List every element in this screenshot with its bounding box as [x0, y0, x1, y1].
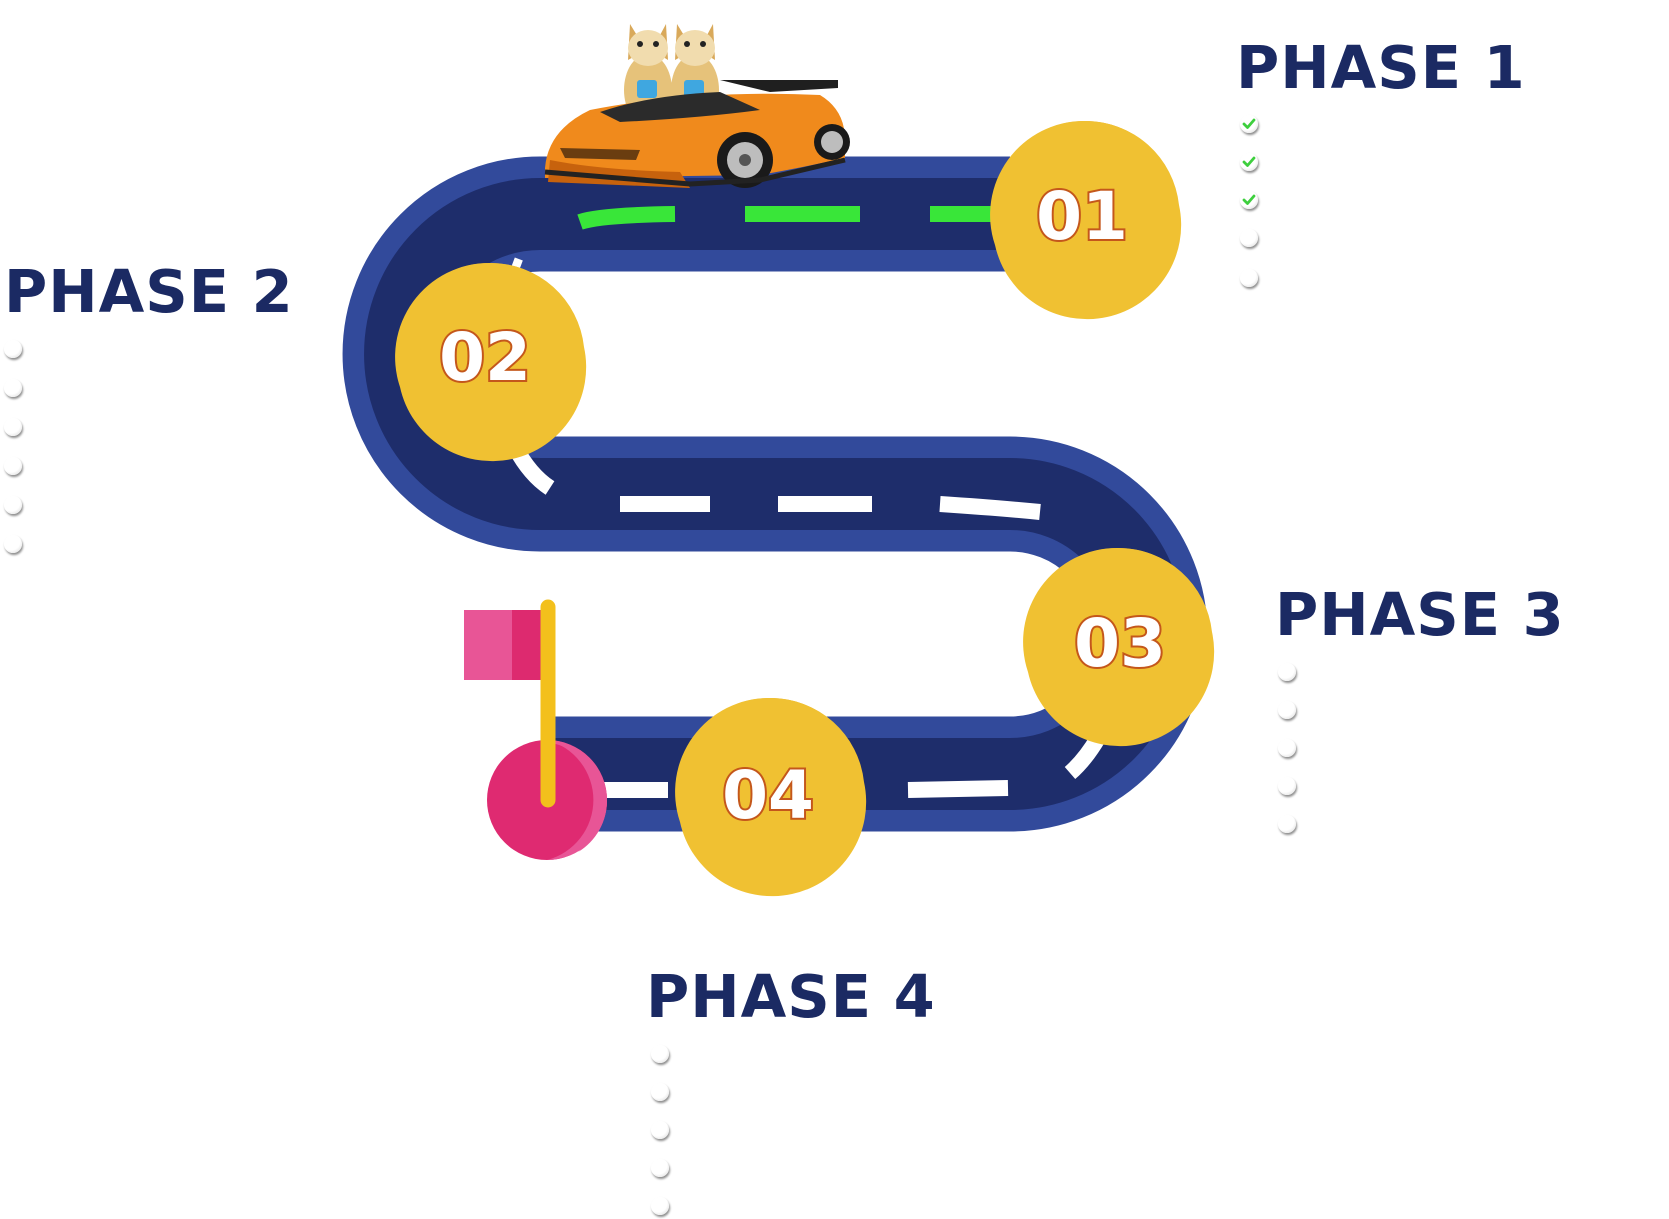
- phase-title: PHASE 1: [1236, 33, 1526, 102]
- checklist-item: [1278, 815, 1300, 837]
- checklist-item: [1240, 115, 1262, 137]
- checkmark-icon: [1240, 153, 1258, 171]
- checklist-item: [1240, 229, 1262, 251]
- empty-bullet-icon: [651, 1083, 669, 1101]
- checklist-item: [1240, 191, 1262, 213]
- checkmark-icon: [1240, 115, 1258, 133]
- empty-bullet-icon: [4, 496, 22, 514]
- checklist-item: [651, 1121, 673, 1143]
- empty-bullet-icon: [1240, 229, 1258, 247]
- checklist-item: [1278, 701, 1300, 723]
- empty-bullet-icon: [1278, 777, 1296, 795]
- checklist-item: [651, 1159, 673, 1181]
- empty-bullet-icon: [1278, 739, 1296, 757]
- phase-2: PHASE 2: [4, 262, 294, 557]
- phase-1: PHASE 1: [1236, 38, 1526, 291]
- milestone-number: 03: [1074, 605, 1166, 682]
- phase-title: PHASE 3: [1275, 580, 1565, 649]
- lane-dash: [939, 496, 1041, 520]
- checklist-item: [4, 496, 26, 518]
- milestone-03: 03: [1023, 547, 1215, 747]
- empty-bullet-icon: [4, 418, 22, 436]
- empty-bullet-icon: [4, 379, 22, 397]
- milestone-01: 01: [990, 120, 1182, 320]
- empty-bullet-icon: [1278, 815, 1296, 833]
- phase-title: PHASE 4: [646, 962, 936, 1031]
- empty-bullet-icon: [4, 457, 22, 475]
- phase-title: PHASE 2: [4, 257, 294, 326]
- phase-3: PHASE 3: [1275, 585, 1565, 837]
- checklist-item: [4, 418, 26, 440]
- checklist-item: [1278, 663, 1300, 685]
- empty-bullet-icon: [651, 1197, 669, 1215]
- milestone-number: 01: [1036, 178, 1128, 255]
- checklist-item: [651, 1045, 673, 1067]
- checklist-item: [4, 340, 26, 362]
- milestone-number: 04: [722, 757, 814, 834]
- checklist-item: [1240, 269, 1262, 291]
- lane-dash: [907, 780, 1009, 798]
- lane-dash: [577, 206, 676, 230]
- milestone-04: 04: [675, 697, 867, 897]
- milestone-02: 02: [395, 262, 587, 462]
- empty-bullet-icon: [4, 340, 22, 358]
- checklist-item: [1278, 739, 1300, 761]
- milestone-checklist: [1278, 663, 1565, 837]
- empty-bullet-icon: [651, 1045, 669, 1063]
- checklist-item: [651, 1197, 673, 1219]
- milestone-checklist: [1240, 115, 1526, 291]
- empty-bullet-icon: [4, 535, 22, 553]
- checklist-item: [4, 457, 26, 479]
- finish-flag-icon: [464, 599, 608, 860]
- milestone-number: 02: [439, 319, 531, 396]
- checklist-item: [651, 1083, 673, 1105]
- checkmark-icon: [1240, 191, 1258, 209]
- empty-bullet-icon: [651, 1121, 669, 1139]
- empty-bullet-icon: [1278, 701, 1296, 719]
- sports-car-icon: [544, 24, 850, 188]
- milestone-checklist: [651, 1045, 936, 1219]
- milestone-checklist: [4, 340, 294, 557]
- checklist-item: [1278, 777, 1300, 799]
- empty-bullet-icon: [1240, 269, 1258, 287]
- checklist-item: [1240, 153, 1262, 175]
- phase-4: PHASE 4: [646, 967, 936, 1219]
- checklist-item: [4, 535, 26, 557]
- empty-bullet-icon: [1278, 663, 1296, 681]
- empty-bullet-icon: [651, 1159, 669, 1177]
- checklist-item: [4, 379, 26, 401]
